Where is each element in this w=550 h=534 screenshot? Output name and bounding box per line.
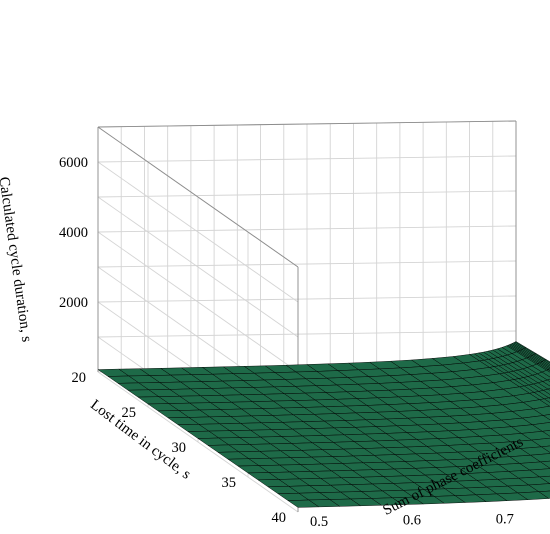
surface-cell — [529, 468, 550, 478]
z-tick-label: 4000 — [59, 225, 88, 241]
surface-mesh — [97, 341, 550, 508]
surface-cell — [538, 390, 550, 399]
surface-cell — [520, 446, 550, 456]
surface-cell — [538, 490, 550, 499]
surface-cell — [531, 437, 550, 448]
y-tick-label: 30 — [172, 440, 187, 456]
surface-cell — [532, 422, 550, 432]
y-tick-label: 35 — [222, 475, 237, 491]
surface-cell — [540, 460, 550, 469]
surface-cell — [539, 361, 550, 370]
surface-cell — [542, 360, 550, 367]
surface-cell — [547, 378, 550, 382]
surface-cell — [542, 430, 550, 437]
x-tick-label: 0.7 — [496, 511, 514, 527]
surface-cell — [541, 369, 550, 378]
surface-cell — [544, 359, 550, 364]
surface-cell — [539, 398, 550, 407]
surface-cell — [541, 445, 550, 453]
x-tick-label: 0.5 — [310, 514, 328, 530]
surface-cell — [546, 369, 550, 373]
surface-cell — [542, 379, 550, 387]
surface-cell — [543, 359, 550, 365]
z-axis-title: Calculated cycle duration, s — [0, 176, 34, 343]
z-tick-label: 6000 — [59, 155, 88, 171]
surface-cell — [528, 483, 550, 492]
surface-cell — [543, 397, 550, 403]
z-tick-label: 2000 — [59, 295, 88, 311]
y-tick-label: 25 — [122, 405, 137, 421]
y-tick-label: 20 — [72, 370, 87, 386]
surface-cell — [530, 453, 550, 463]
surface-cell — [521, 431, 550, 441]
surface-cell — [543, 388, 550, 395]
surface-cell — [519, 461, 550, 471]
surface-cell — [537, 381, 550, 390]
surface-cell — [522, 415, 550, 425]
frame-edge — [97, 120, 517, 128]
x-tick-label: 0.6 — [403, 513, 421, 529]
surface-cell — [533, 405, 550, 416]
y-tick-label: 40 — [272, 510, 287, 526]
frame-edge — [97, 126, 299, 268]
surface-cell — [537, 371, 550, 381]
surface-cell — [540, 361, 550, 368]
surface-cell — [539, 475, 550, 484]
